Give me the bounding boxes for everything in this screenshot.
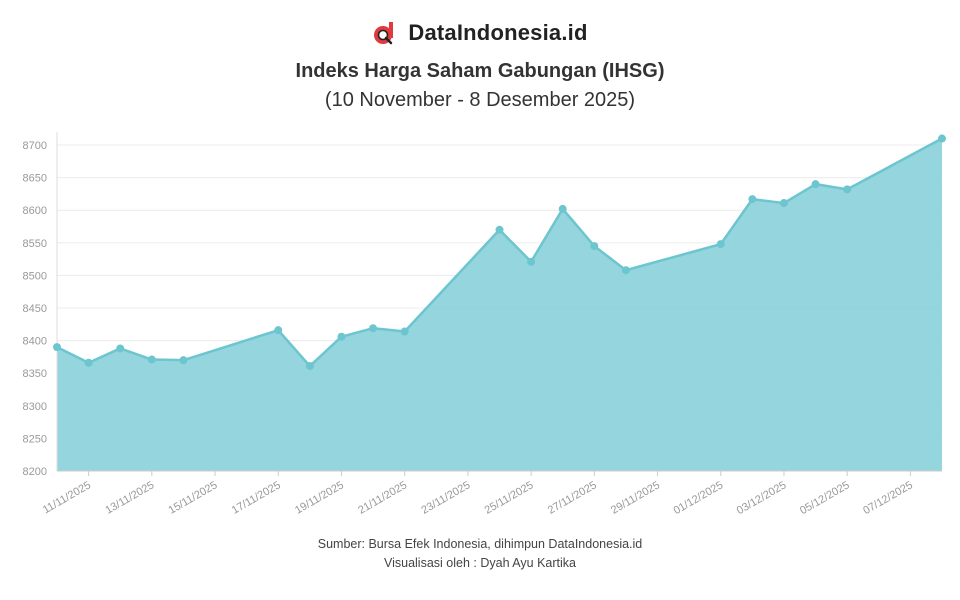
data-point: [495, 225, 504, 234]
data-point: [590, 242, 599, 251]
brand-header: DataIndonesia.id: [0, 20, 960, 46]
data-point: [400, 327, 409, 336]
y-tick-label: 8400: [23, 336, 47, 348]
y-axis-ticks: 8200 8250 8300 8350 8400 8450 8500 8550 8600 8650…: [23, 140, 47, 478]
data-point: [748, 195, 757, 204]
source-note: Sumber: Bursa Efek Indonesia, dihimpun D…: [317, 537, 643, 551]
y-tick-label: 8450: [23, 303, 47, 315]
credit-note: Visualisasi oleh : Dyah Ayu Kartika: [383, 556, 576, 570]
data-point: [811, 180, 820, 189]
chart-title: Indeks Harga Saham Gabungan (IHSG): [295, 60, 665, 82]
x-tick-label: 15/11/2025: [167, 479, 220, 517]
data-point: [147, 355, 156, 364]
area-chart: 8200 8250 8300 8350 8400 8450 8500 8550 8600 8650…: [23, 132, 946, 517]
data-point: [274, 326, 283, 335]
x-tick-label: 01/12/2025: [672, 479, 726, 517]
x-tick-label: 13/11/2025: [103, 479, 156, 517]
y-tick-label: 8250: [23, 433, 47, 445]
data-point: [116, 344, 125, 353]
x-tick-label: 29/11/2025: [609, 479, 662, 517]
data-point: [84, 358, 93, 367]
y-tick-label: 8550: [23, 238, 47, 250]
y-tick-label: 8300: [23, 401, 47, 413]
data-indonesia-logo-icon: [374, 22, 394, 45]
data-point: [527, 257, 536, 266]
y-tick-label: 8650: [23, 173, 47, 185]
x-tick-label: 03/12/2025: [735, 479, 789, 517]
x-tick-label: 11/11/2025: [41, 479, 93, 516]
series-area: [57, 138, 942, 471]
data-point: [369, 324, 378, 333]
data-point: [938, 134, 946, 143]
y-tick-label: 8350: [23, 368, 47, 380]
data-point: [179, 356, 188, 365]
y-tick-label: 8500: [23, 270, 47, 282]
x-tick-label: 23/11/2025: [419, 479, 472, 517]
data-point: [621, 266, 630, 275]
data-point: [305, 362, 314, 371]
data-point: [843, 185, 852, 194]
brand-name: DataIndonesia.id: [408, 20, 588, 45]
chart-subtitle: (10 November - 8 Desember 2025): [324, 89, 636, 111]
data-point: [558, 204, 567, 213]
y-tick-label: 8200: [23, 466, 47, 478]
data-point: [337, 332, 346, 341]
x-tick-label: 17/11/2025: [230, 479, 283, 517]
y-tick-label: 8600: [23, 205, 47, 217]
x-tick-label: 19/11/2025: [293, 479, 346, 517]
x-tick-label: 07/12/2025: [861, 479, 915, 517]
data-point: [53, 343, 61, 352]
x-tick-label: 25/11/2025: [483, 479, 536, 517]
x-tick-label: 05/12/2025: [798, 479, 852, 517]
y-tick-label: 8700: [23, 140, 47, 152]
axes: [56, 132, 942, 472]
data-point: [779, 199, 788, 208]
x-axis-ticks: 11/11/2025 13/11/2025 15/11/2025 17/11/2025…: [41, 471, 915, 517]
area-layer: [56, 137, 943, 471]
x-tick-label: 21/11/2025: [356, 479, 409, 517]
x-tick-label: 27/11/2025: [546, 479, 599, 517]
data-points: [53, 134, 946, 371]
data-point: [716, 240, 725, 249]
